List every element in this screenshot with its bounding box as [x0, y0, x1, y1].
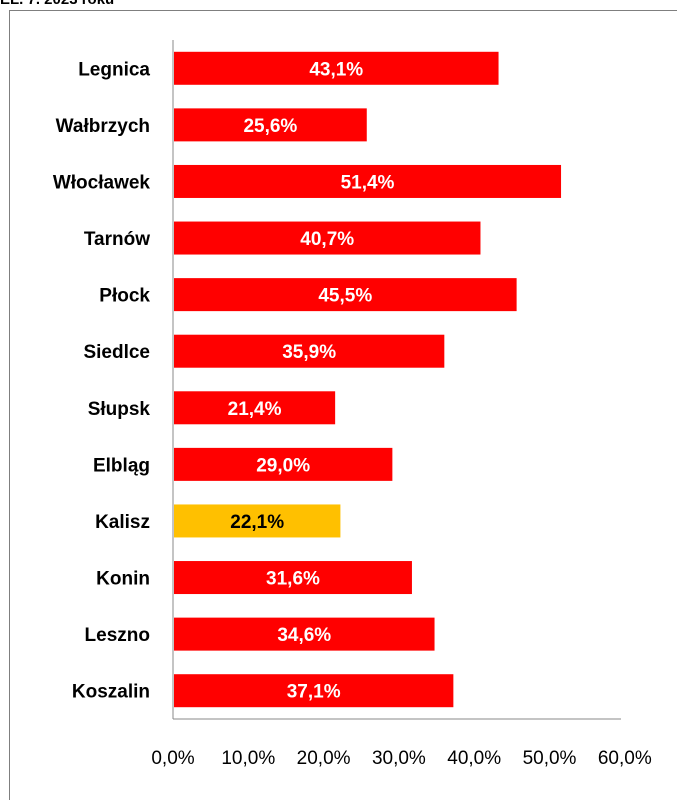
bar-tarnów	[174, 221, 481, 255]
x-tick-label: 0,0%	[151, 748, 194, 769]
bars-group: 43,1% Legnica 25,6% Wałbrzych 51,4% Włocławek…	[53, 51, 562, 708]
category-label-konin: Konin	[96, 569, 150, 590]
x-tick-label: 50,0%	[523, 748, 577, 769]
bar-kalisz	[174, 504, 341, 538]
data-label-kalisz: 22,1%	[230, 512, 284, 533]
data-label-siedlce: 35,9%	[282, 342, 336, 363]
x-tick-label: 40,0%	[447, 748, 501, 769]
category-label-kalisz: Kalisz	[95, 512, 150, 533]
chart-caption: EL. 7. 2023 roku	[0, 0, 114, 8]
category-label-leszno: Leszno	[85, 625, 150, 646]
chart-frame	[9, 10, 677, 800]
bar-słupsk	[174, 391, 336, 425]
bar-koszalin	[174, 674, 454, 708]
category-label-płock: Płock	[99, 286, 150, 307]
bar-chart: 43,1% Legnica 25,6% Wałbrzych 51,4% Włocławek…	[53, 40, 652, 769]
data-label-legnica: 43,1%	[309, 59, 363, 80]
data-label-płock: 45,5%	[318, 286, 372, 307]
bar-legnica	[174, 51, 499, 85]
bar-elbląg	[174, 447, 393, 481]
category-label-wałbrzych: Wałbrzych	[56, 116, 150, 137]
category-label-włocławek: Włocławek	[53, 172, 151, 193]
bar-włocławek	[174, 164, 562, 198]
bar-wałbrzych	[174, 108, 367, 142]
x-ticks-group: 0,0% 10,0% 20,0% 30,0% 40,0% 50,0% 60,0%	[151, 748, 651, 769]
category-label-koszalin: Koszalin	[72, 682, 150, 703]
bar-płock	[174, 278, 517, 312]
category-label-tarnów: Tarnów	[84, 229, 150, 250]
category-label-legnica: Legnica	[78, 59, 150, 80]
category-label-elbląg: Elbląg	[93, 455, 150, 476]
bar-siedlce	[174, 334, 445, 368]
data-label-koszalin: 37,1%	[287, 682, 341, 703]
x-tick-label: 60,0%	[598, 748, 652, 769]
data-label-słupsk: 21,4%	[228, 399, 282, 420]
bar-konin	[174, 561, 412, 595]
data-label-konin: 31,6%	[266, 569, 320, 590]
x-tick-label: 20,0%	[297, 748, 351, 769]
x-tick-label: 30,0%	[372, 748, 426, 769]
data-label-leszno: 34,6%	[277, 625, 331, 646]
category-label-siedlce: Siedlce	[83, 342, 150, 363]
x-tick-label: 10,0%	[221, 748, 275, 769]
category-label-słupsk: Słupsk	[88, 399, 151, 420]
bar-leszno	[174, 617, 435, 651]
data-label-wałbrzych: 25,6%	[243, 116, 297, 137]
data-label-tarnów: 40,7%	[300, 229, 354, 250]
data-label-elbląg: 29,0%	[256, 455, 310, 476]
data-label-włocławek: 51,4%	[341, 172, 395, 193]
